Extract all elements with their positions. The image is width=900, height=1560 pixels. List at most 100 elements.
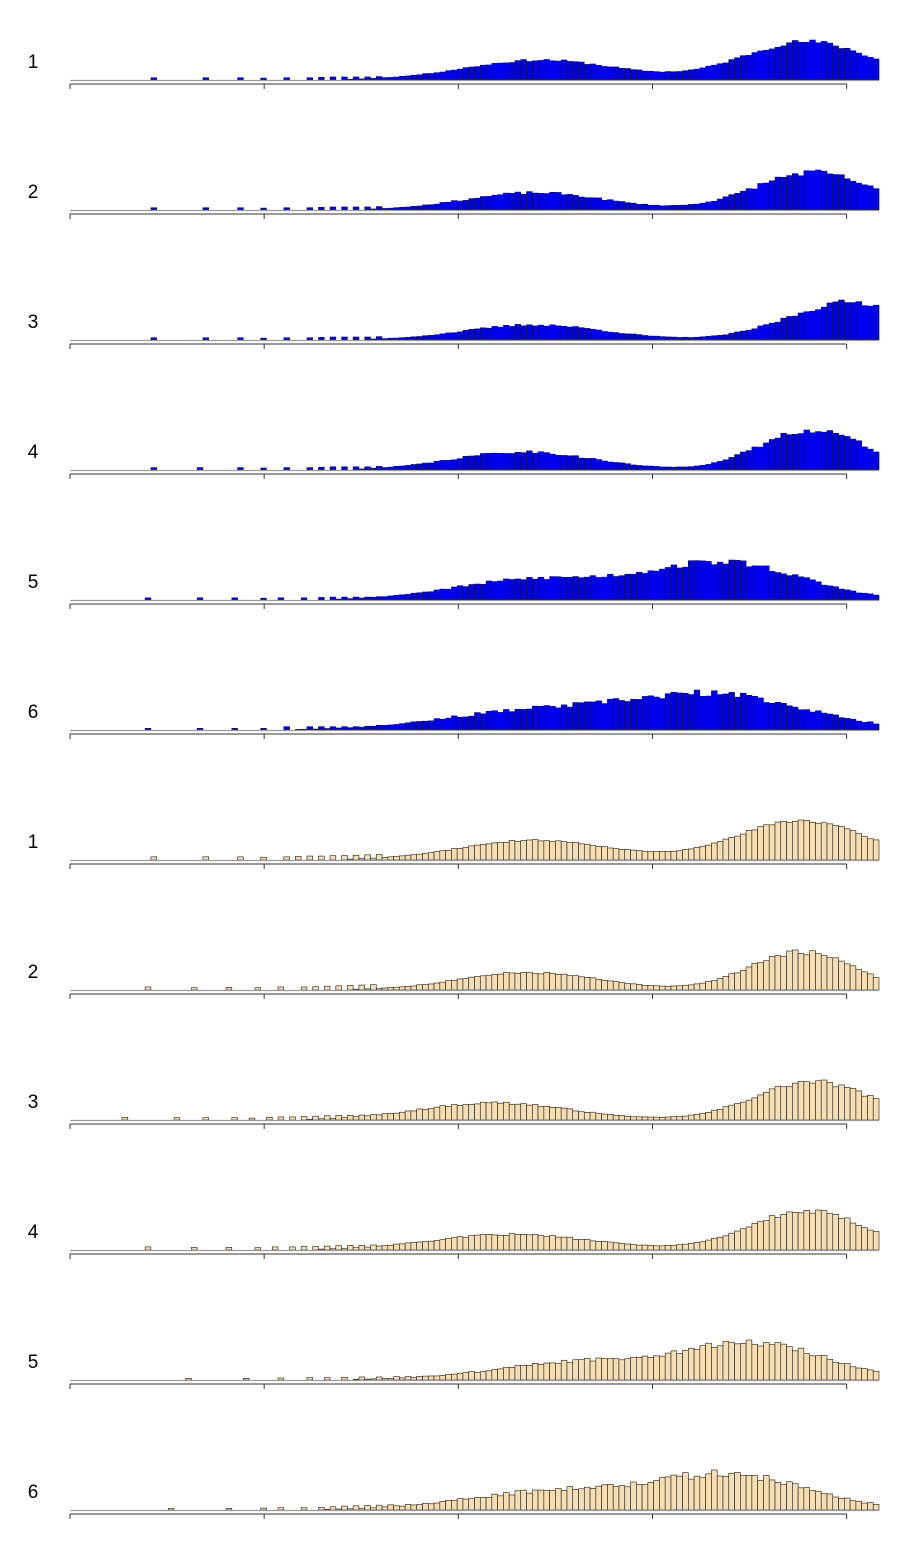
histogram-bar (583, 1239, 591, 1251)
histogram-bar (456, 68, 464, 81)
histogram-bar (485, 1102, 493, 1121)
histogram-bar (497, 1234, 504, 1251)
histogram-bar (774, 1482, 782, 1511)
histogram-bar (399, 76, 406, 81)
histogram-bar (393, 1243, 400, 1251)
histogram-bar (485, 196, 493, 211)
histogram-bar (670, 985, 678, 991)
histogram-bar (167, 1508, 175, 1511)
histogram-bar (583, 328, 591, 341)
histogram-bar (462, 586, 470, 601)
histogram-bar (456, 848, 464, 861)
histogram-bar (855, 182, 862, 211)
histogram-bar (693, 1242, 701, 1251)
panel-label: 4 (28, 1222, 39, 1243)
histogram-bar (283, 467, 290, 471)
histogram-bar (410, 74, 418, 81)
histogram-bar (474, 583, 481, 601)
histogram-bar (520, 1364, 527, 1381)
histogram-bar (323, 1115, 331, 1121)
histogram-bar (844, 302, 851, 341)
histogram-bar (659, 336, 666, 341)
histogram-bar (693, 68, 701, 81)
histogram-bar (520, 1489, 527, 1511)
histogram-bar (578, 327, 585, 341)
histogram-bar (572, 841, 579, 861)
histogram-bar (300, 728, 308, 731)
histogram-bar (774, 46, 782, 81)
histogram-bar (768, 180, 776, 211)
histogram-bar (774, 955, 782, 991)
histogram-bar (745, 966, 753, 991)
histogram-bar (815, 710, 822, 731)
histogram-bar (364, 336, 371, 341)
histogram-bar (555, 1488, 562, 1511)
histogram-bar (653, 696, 660, 731)
histogram-bar (497, 1103, 504, 1121)
histogram-bar (555, 576, 562, 601)
histogram-bar (375, 206, 383, 211)
histogram-bar (514, 1365, 522, 1381)
histogram-bar (300, 1507, 308, 1511)
histogram-bar (745, 1099, 753, 1121)
histogram-bar (757, 183, 764, 211)
histogram-bar (410, 1242, 418, 1251)
histogram-bar (653, 204, 660, 211)
histogram-bar (705, 65, 712, 81)
histogram-bar (508, 1233, 516, 1251)
histogram-bar (352, 336, 360, 341)
histogram-bar (335, 1508, 342, 1511)
histogram-bar (734, 454, 741, 471)
histogram-bar (740, 970, 747, 991)
histogram-bar (826, 42, 834, 81)
histogram-bar (555, 454, 562, 471)
histogram-bar (641, 465, 649, 471)
histogram-bar (445, 70, 452, 81)
histogram-bar (792, 949, 799, 991)
histogram-bar (792, 433, 799, 471)
histogram-bar (809, 711, 816, 731)
histogram-bar (774, 1085, 782, 1121)
histogram-bar (786, 575, 793, 601)
histogram-bar (393, 1505, 400, 1511)
histogram-bar (768, 439, 776, 471)
histogram-bar (445, 201, 452, 211)
histogram-bar (872, 1098, 880, 1121)
histogram-bar (531, 1489, 539, 1511)
histogram-bar (780, 820, 787, 861)
histogram-bar (803, 311, 810, 341)
histogram-bar (688, 694, 695, 731)
histogram-bar (797, 1347, 805, 1381)
histogram-bar (144, 1246, 152, 1251)
histogram-bar (237, 856, 244, 861)
histogram-bar (751, 1097, 758, 1121)
histogram-bar (196, 728, 204, 731)
histogram-bar (474, 844, 481, 861)
histogram-bar (705, 1111, 712, 1121)
histogram-bar (364, 854, 371, 861)
histogram-bar (838, 588, 845, 601)
histogram-bar (664, 1245, 672, 1251)
histogram-bar (676, 692, 683, 731)
histogram-bar (549, 453, 556, 471)
histogram-bar (618, 201, 626, 211)
histogram-bar (468, 845, 475, 861)
histogram-bar (803, 170, 810, 211)
histogram-bar (815, 431, 822, 471)
histogram-bar (780, 1483, 787, 1511)
histogram-bar (225, 987, 233, 991)
histogram-bar (555, 60, 562, 81)
histogram-bar (809, 1212, 816, 1251)
histogram-bar (601, 980, 608, 991)
histogram-bar (578, 1488, 585, 1511)
histogram-bar (248, 1117, 256, 1121)
histogram-bar (763, 442, 770, 471)
histogram-bar (699, 336, 706, 341)
histogram-bar (849, 965, 857, 991)
histogram-bar (318, 77, 325, 81)
histogram-bar (728, 559, 735, 601)
histogram-bar (352, 726, 360, 731)
histogram-bar (393, 76, 400, 81)
histogram-bar (572, 195, 579, 211)
histogram-bar (699, 1241, 706, 1251)
